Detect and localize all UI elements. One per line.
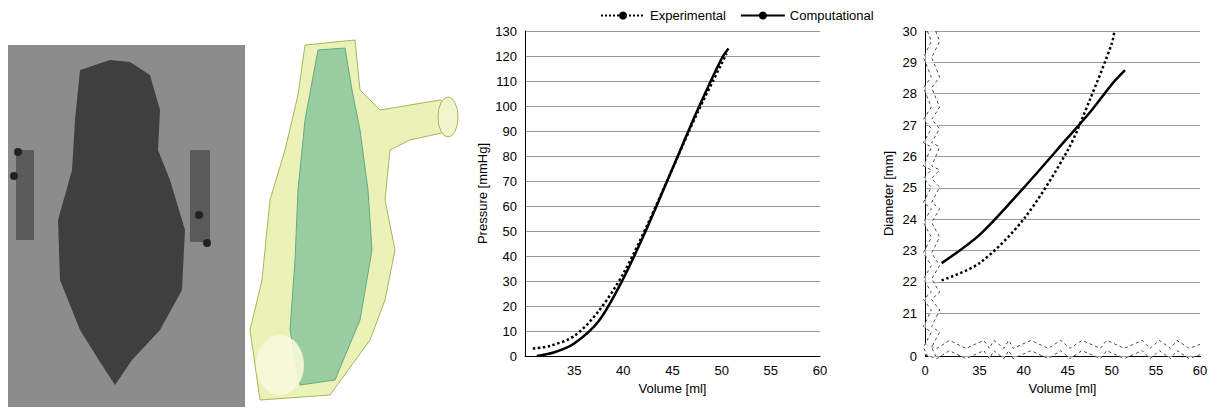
svg-text:0: 0 <box>910 349 917 364</box>
svg-text:Volume [ml]: Volume [ml] <box>1029 381 1097 396</box>
svg-text:45: 45 <box>665 363 679 378</box>
svg-text:Volume [ml]: Volume [ml] <box>639 381 707 396</box>
svg-text:55: 55 <box>764 363 778 378</box>
svg-text:50: 50 <box>1105 363 1119 378</box>
svg-text:35: 35 <box>972 363 986 378</box>
svg-text:60: 60 <box>813 363 827 378</box>
svg-text:100: 100 <box>495 99 517 114</box>
svg-text:110: 110 <box>496 74 517 89</box>
svg-text:26: 26 <box>903 149 917 164</box>
svg-text:50: 50 <box>503 224 517 239</box>
svg-text:Computational: Computational <box>790 8 874 23</box>
svg-text:Diameter [mm]: Diameter [mm] <box>881 151 896 236</box>
svg-text:22: 22 <box>903 274 917 289</box>
svg-text:30: 30 <box>503 274 517 289</box>
svg-text:Pressure [mmHg]: Pressure [mmHg] <box>475 143 490 244</box>
svg-text:40: 40 <box>616 363 630 378</box>
svg-text:90: 90 <box>503 124 517 139</box>
svg-text:35: 35 <box>567 363 581 378</box>
svg-text:25: 25 <box>903 180 917 195</box>
svg-text:21: 21 <box>903 306 917 321</box>
svg-text:40: 40 <box>503 249 517 264</box>
svg-text:70: 70 <box>503 174 517 189</box>
svg-text:23: 23 <box>903 243 917 258</box>
svg-text:10: 10 <box>503 324 517 339</box>
svg-text:24: 24 <box>903 212 917 227</box>
svg-text:120: 120 <box>495 49 517 64</box>
svg-text:28: 28 <box>903 86 917 101</box>
svg-text:45: 45 <box>1060 363 1074 378</box>
svg-text:0: 0 <box>921 363 928 378</box>
svg-text:30: 30 <box>903 24 917 39</box>
svg-text:130: 130 <box>495 24 517 39</box>
svg-text:55: 55 <box>1149 363 1163 378</box>
svg-text:27: 27 <box>903 118 917 133</box>
svg-text:20: 20 <box>503 299 517 314</box>
svg-text:Experimental: Experimental <box>650 8 726 23</box>
svg-text:29: 29 <box>903 55 917 70</box>
svg-text:50: 50 <box>714 363 728 378</box>
svg-text:60: 60 <box>1193 363 1207 378</box>
svg-text:40: 40 <box>1016 363 1030 378</box>
svg-text:60: 60 <box>503 199 517 214</box>
svg-text:80: 80 <box>503 149 517 164</box>
svg-text:0: 0 <box>510 349 517 364</box>
